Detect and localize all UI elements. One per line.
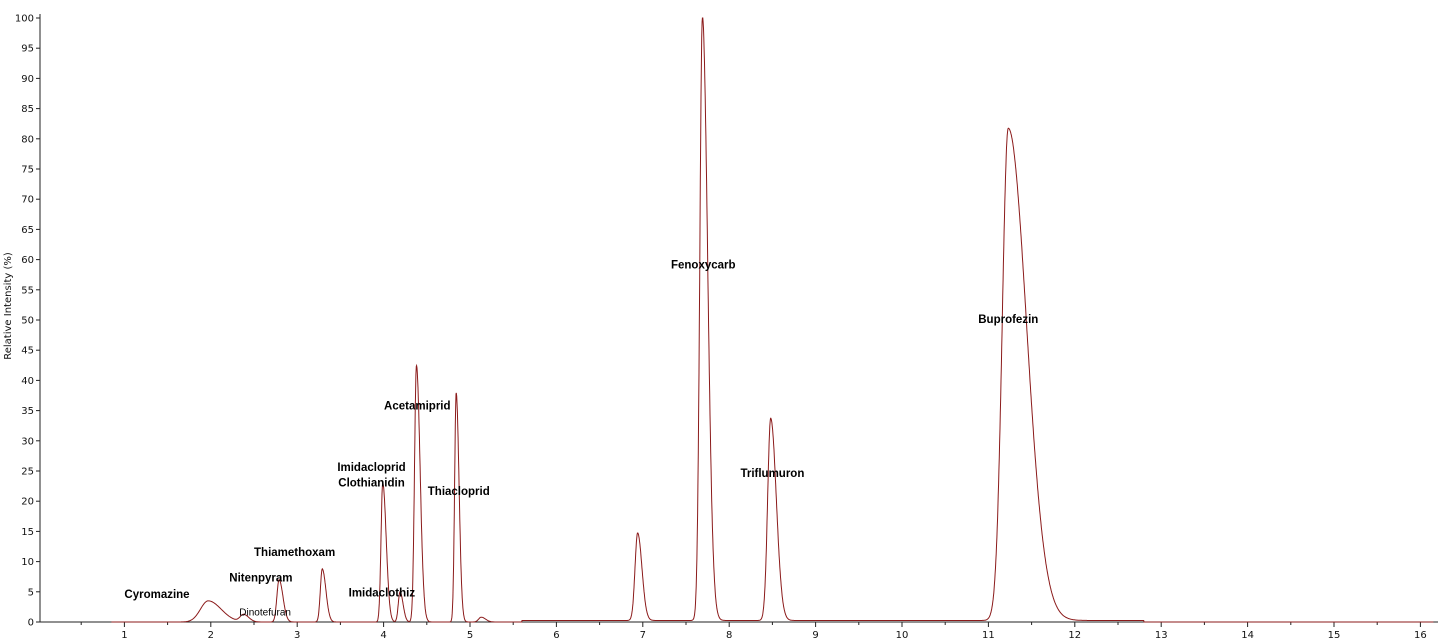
y-tick-label: 60 (21, 255, 34, 266)
x-tick-label: 1 (121, 630, 127, 641)
peak-label-triflumuron: Triflumuron (740, 468, 804, 480)
x-tick-label: 5 (467, 630, 473, 641)
x-tick-label: 7 (640, 630, 646, 641)
x-tick-label: 14 (1241, 630, 1254, 641)
y-axis-ticks: 0 5 10 15 20 25 30 35 40 45 50 55 60 65 70 75 80 85 90 95 10… (15, 14, 40, 629)
x-tick-label: 4 (380, 630, 386, 641)
chromatogram-trace (111, 17, 1434, 623)
y-tick-label: 55 (21, 285, 34, 296)
y-tick-label: 90 (21, 74, 34, 85)
peak-label-fenoxycarb: Fenoxycarb (671, 260, 736, 272)
y-tick-label: 25 (21, 467, 34, 478)
x-tick-label: 10 (896, 630, 909, 641)
y-tick-label: 0 (28, 618, 34, 629)
peak-label-imidacloprid: Imidacloprid (337, 462, 405, 474)
x-tick-label: 3 (294, 630, 300, 641)
y-tick-label: 75 (21, 165, 34, 176)
peak-annotations: Cyromazine Dinotefuran Nitenpyram Thiametho… (124, 260, 1038, 619)
y-tick-label: 40 (21, 376, 34, 387)
peak-label-cyromazine: Cyromazine (124, 589, 189, 601)
y-tick-label: 35 (21, 406, 34, 417)
peak-label-acetamiprid: Acetamiprid (384, 400, 450, 412)
peak-label-clothianidin: Clothianidin (338, 478, 404, 490)
y-tick-label: 15 (21, 527, 34, 538)
x-tick-label: 15 (1328, 630, 1341, 641)
y-tick-label: 5 (28, 587, 34, 598)
x-tick-label: 11 (982, 630, 995, 641)
y-tick-label: 45 (21, 346, 34, 357)
peak-label-imidaclothiz: Imidaclothiz (349, 588, 416, 600)
y-tick-label: 65 (21, 225, 34, 236)
y-tick-label: 80 (21, 134, 34, 145)
x-tick-label: 13 (1155, 630, 1168, 641)
y-tick-label: 85 (21, 104, 34, 115)
peak-label-nitenpyram: Nitenpyram (229, 573, 292, 585)
x-tick-label: 12 (1068, 630, 1081, 641)
y-tick-label: 100 (15, 14, 34, 25)
y-tick-label: 95 (21, 44, 34, 55)
peak-label-thiacloprid: Thiacloprid (428, 486, 490, 498)
peak-label-dinotefuran: Dinotefuran (239, 607, 291, 618)
x-tick-label: 9 (812, 630, 818, 641)
x-tick-label: 8 (726, 630, 732, 641)
y-tick-label: 20 (21, 497, 34, 508)
peak-label-thiamethoxam: Thiamethoxam (254, 547, 335, 559)
y-axis-title: Relative Intensity (%) (3, 252, 14, 360)
y-tick-label: 70 (21, 195, 34, 206)
x-axis-ticks: 1 2 3 4 5 6 7 8 9 10 11 12 13 14 15 16 (80, 622, 1427, 641)
y-tick-label: 10 (21, 557, 34, 568)
x-tick-label: 6 (553, 630, 559, 641)
x-tick-label: 2 (208, 630, 214, 641)
y-tick-label: 30 (21, 436, 34, 447)
x-tick-label: 16 (1414, 630, 1427, 641)
y-tick-label: 50 (21, 316, 34, 327)
peak-label-buprofezin: Buprofezin (978, 314, 1038, 326)
